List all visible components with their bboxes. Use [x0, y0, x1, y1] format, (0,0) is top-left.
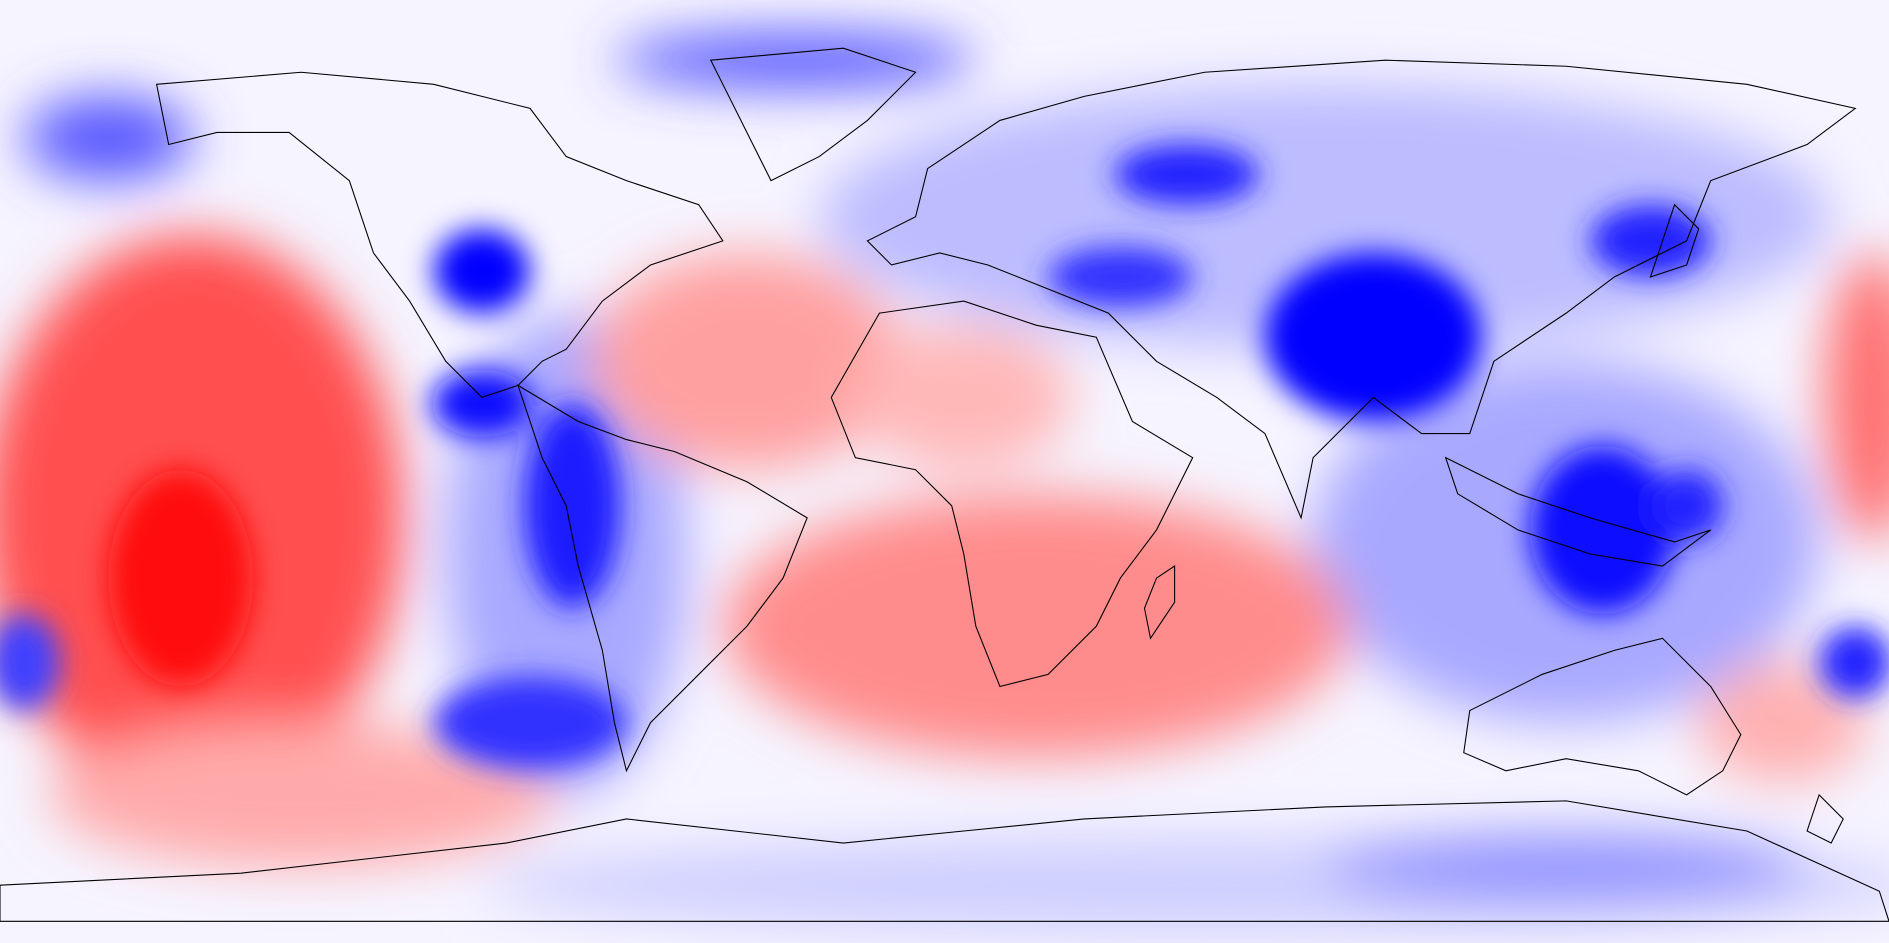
- field-core: [1819, 626, 1889, 699]
- field-region: [48, 722, 555, 868]
- field-core: [1650, 469, 1723, 542]
- greenland: [709, 47, 917, 182]
- field-cores: [0, 144, 1889, 769]
- field-core: [0, 614, 61, 711]
- field-region: [1698, 662, 1868, 783]
- field-region: [855, 325, 1073, 470]
- eurasia: [866, 59, 1857, 520]
- field-region: [614, 33, 976, 87]
- field-core: [431, 369, 533, 438]
- australia: [1463, 637, 1742, 796]
- field-region: [722, 493, 1350, 759]
- field-core: [433, 228, 531, 314]
- field-core: [1529, 445, 1675, 615]
- field-core: [524, 403, 621, 609]
- field-core: [1264, 252, 1482, 422]
- central-south-america: [517, 384, 808, 773]
- indonesia: [1444, 456, 1712, 567]
- africa: [830, 300, 1194, 688]
- field-core: [1114, 144, 1259, 205]
- field-core: [433, 676, 627, 769]
- field-region: [24, 96, 193, 181]
- antarctica: [0, 800, 1889, 922]
- field-region: [590, 252, 904, 470]
- field-core: [1590, 204, 1711, 277]
- coastlines: [0, 47, 1889, 922]
- new-zealand: [1806, 793, 1844, 844]
- field-region: [1325, 833, 1808, 901]
- north-america: [155, 71, 724, 399]
- field-core: [108, 469, 253, 687]
- madagascar: [1143, 565, 1176, 640]
- field-broad: [0, 33, 1889, 934]
- japan: [1649, 203, 1700, 278]
- field-core: [1048, 246, 1193, 308]
- field-region: [1825, 252, 1889, 542]
